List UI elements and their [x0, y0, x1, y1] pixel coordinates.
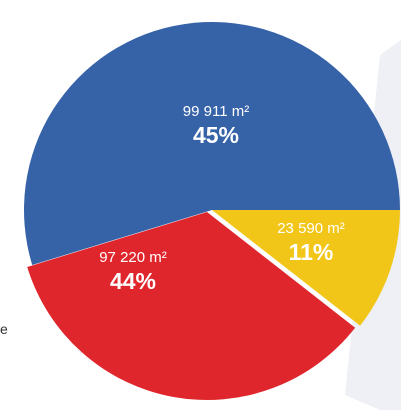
pie-slices [23, 22, 400, 400]
pie-labels: 99 911 m² 45% 23 590 m² 11% 97 220 m² 44% [99, 103, 345, 294]
slice-percent-label: 45% [193, 122, 239, 148]
slice-value-label: 23 590 m² [277, 220, 345, 237]
pie-slice-11-percent[interactable] [212, 210, 400, 326]
pie-slice-45-percent[interactable] [23, 22, 400, 265]
slice-percent-label: 11% [289, 239, 334, 265]
pie-slice-44-percent[interactable] [27, 212, 356, 400]
slice-percent-label: 44% [110, 268, 156, 294]
slice-value-label: 97 220 m² [99, 249, 167, 266]
clipped-side-text: e [0, 321, 8, 337]
slice-value-label: 99 911 m² [183, 103, 249, 120]
